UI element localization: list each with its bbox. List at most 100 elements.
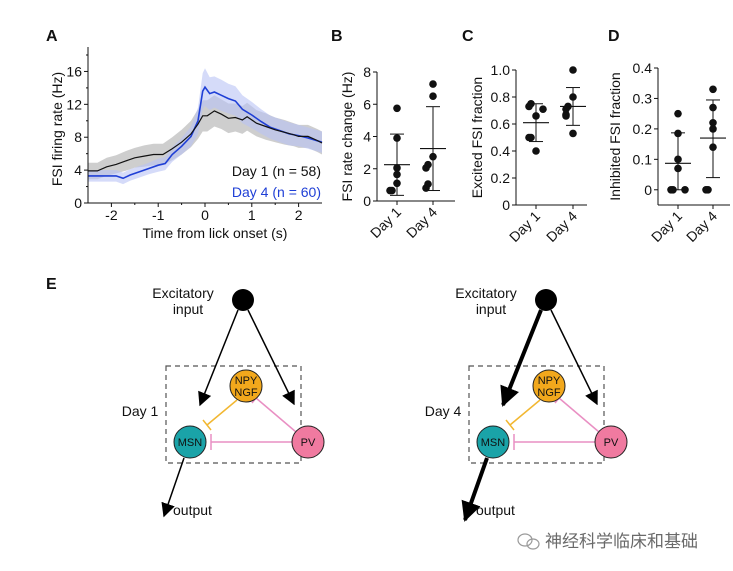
y-tick-label: 0 xyxy=(363,193,371,209)
x-tick-label: Day 4 xyxy=(403,204,440,241)
output-label: output xyxy=(173,502,212,518)
y-axis-label: FSI rate change (Hz) xyxy=(339,72,355,202)
day-label: Day 4 xyxy=(425,403,462,419)
pv-node xyxy=(594,425,628,459)
y-tick-label: 2 xyxy=(363,161,371,177)
y-axis-label: Excited FSI fraction xyxy=(469,77,485,198)
data-point xyxy=(429,92,437,100)
x-tick-label: Day 1 xyxy=(506,208,543,245)
data-point xyxy=(393,134,401,142)
legend-day1: Day 1 (n = 58) xyxy=(232,163,321,179)
data-point xyxy=(562,112,570,120)
arrow-input-to-pv xyxy=(550,309,598,406)
input-label: input xyxy=(476,301,506,317)
arrow-input-to-pv xyxy=(247,309,295,406)
x-tick-label: 0 xyxy=(201,207,209,223)
panel-letter-b: B xyxy=(331,28,343,45)
inhibition-npy-to-msn xyxy=(206,399,238,426)
inhibition-pv-to-npy xyxy=(255,397,297,433)
watermark-text: 神经科学临床和基础 xyxy=(545,532,698,552)
y-tick-label: 6 xyxy=(363,96,371,112)
legend-day4: Day 4 (n = 60) xyxy=(232,184,321,200)
excitatory-input-node xyxy=(535,289,557,311)
npy-ngf-node xyxy=(532,369,566,403)
series-line-day4 xyxy=(88,85,323,180)
data-point xyxy=(709,143,717,151)
npy-ngf-node xyxy=(229,369,263,403)
y-tick-label: 0.4 xyxy=(491,143,511,159)
pv-label: PV xyxy=(301,437,316,449)
y-tick-label: 0.2 xyxy=(633,121,653,137)
panel-a-x-axis-label: Time from lick onset (s) xyxy=(143,225,288,241)
data-point xyxy=(709,103,717,112)
data-point xyxy=(386,186,394,195)
y-tick-label: 0 xyxy=(502,197,510,213)
data-point xyxy=(562,105,570,113)
y-axis-label: Inhibited FSI fraction xyxy=(607,72,623,200)
data-point xyxy=(525,133,533,142)
y-tick-label: 0.6 xyxy=(491,116,511,132)
dashed-box xyxy=(468,365,605,464)
data-point xyxy=(674,109,682,118)
data-point xyxy=(532,147,540,155)
panel-c-chart: 0 0.2 0.4 0.6 0.8 1.0 Excited FSI fraction Day … xyxy=(469,62,587,245)
pv-label: PV xyxy=(604,437,619,449)
series-line-day1 xyxy=(88,110,323,172)
x-tick-label: -2 xyxy=(105,207,118,223)
data-point xyxy=(702,185,710,194)
watermark: 神经科学临床和基础 xyxy=(517,532,698,552)
msn-node xyxy=(173,425,207,459)
y-tick-label: 0.1 xyxy=(633,151,653,167)
msn-label: MSN xyxy=(481,437,506,449)
arrow-input-to-msn xyxy=(500,309,543,407)
y-tick-label: 0 xyxy=(644,182,652,198)
inhibition-bar xyxy=(505,419,515,431)
data-point xyxy=(674,129,682,138)
y-tick-label: 0.8 xyxy=(491,89,511,105)
panel-a-y-axis-label: FSI firing rate (Hz) xyxy=(49,72,65,186)
data-point xyxy=(681,185,689,194)
input-label: input xyxy=(173,301,203,317)
y-tick-label: 12 xyxy=(66,96,82,112)
input-label: Excitatory xyxy=(455,285,516,301)
data-point xyxy=(674,164,682,173)
x-tick-label: 1 xyxy=(248,207,256,223)
npy-label: NPY xyxy=(538,375,561,387)
y-tick-label: 4 xyxy=(74,162,82,178)
data-point xyxy=(674,155,682,164)
sem-band-day4 xyxy=(88,68,322,185)
data-point xyxy=(393,104,401,113)
panel-letter-c: C xyxy=(462,28,474,45)
y-tick-label: 0.3 xyxy=(633,90,653,106)
data-point xyxy=(422,184,430,192)
ngf-label: NGF xyxy=(537,387,561,399)
arrow-output xyxy=(461,457,489,522)
data-point xyxy=(429,80,437,88)
excitatory-input-node xyxy=(232,289,254,311)
data-point xyxy=(709,125,717,133)
data-point xyxy=(569,93,577,101)
panel-letter-e: E xyxy=(46,276,57,293)
data-point xyxy=(569,66,577,74)
panel-letter-a: A xyxy=(46,28,58,45)
inhibition-bar xyxy=(202,419,212,431)
x-tick-label: 2 xyxy=(295,207,303,223)
y-tick-label: 16 xyxy=(66,63,82,79)
panel-letter-d: D xyxy=(608,28,620,45)
inhibition-npy-to-msn xyxy=(509,399,541,426)
y-tick-label: 8 xyxy=(74,129,82,145)
data-point xyxy=(532,112,540,120)
data-point xyxy=(429,152,437,161)
inhibition-pv-to-npy xyxy=(558,397,600,433)
y-tick-label: 0 xyxy=(74,195,82,211)
x-tick-label: Day 1 xyxy=(367,204,404,241)
x-tick-label: -1 xyxy=(152,207,165,223)
msn-label: MSN xyxy=(178,437,203,449)
pv-node xyxy=(291,425,325,459)
data-point xyxy=(539,105,547,113)
